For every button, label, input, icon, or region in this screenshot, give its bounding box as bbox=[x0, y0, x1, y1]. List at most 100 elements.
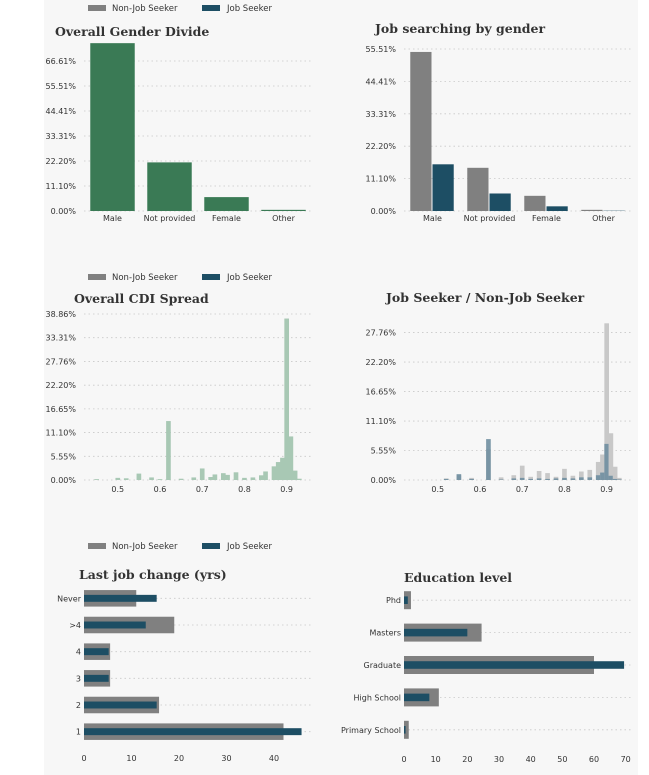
x-tick-label: 70 bbox=[621, 755, 631, 764]
bar-non-job-seeker bbox=[524, 195, 546, 211]
hist-bar-job-seeker bbox=[579, 477, 584, 480]
y-tick-label: 3 bbox=[76, 674, 81, 683]
y-tick-label: 11.10% bbox=[45, 429, 76, 438]
hist-bar-non-job-seeker bbox=[498, 477, 504, 480]
x-tick-label: 0.7 bbox=[196, 485, 209, 494]
y-tick-label: 38.86% bbox=[45, 310, 76, 319]
hist-bar-non-job-seeker bbox=[519, 465, 525, 480]
hist-bar-job-seeker bbox=[553, 478, 559, 480]
hist-bar-non-job-seeker bbox=[545, 473, 550, 480]
hist-bar bbox=[94, 479, 99, 480]
legend-swatch-job-seeker bbox=[202, 5, 220, 11]
hist-bar bbox=[136, 473, 142, 480]
bar-job-seeker bbox=[489, 193, 511, 211]
bar-job-seeker bbox=[84, 648, 109, 656]
y-tick-label: 55.51% bbox=[45, 82, 76, 91]
bar bbox=[147, 162, 192, 211]
hist-bar-non-job-seeker bbox=[536, 470, 542, 480]
hist-bar-non-job-seeker bbox=[528, 476, 533, 480]
hist-bar-non-job-seeker bbox=[579, 471, 584, 480]
y-tick-label: 22.20% bbox=[365, 142, 396, 151]
hist-bar-non-job-seeker bbox=[604, 323, 609, 480]
bar-job-seeker bbox=[404, 693, 430, 702]
hist-bar bbox=[166, 421, 171, 480]
hist-bar bbox=[263, 471, 268, 480]
bar-non-job-seeker bbox=[581, 209, 603, 211]
y-tick-label: 22.20% bbox=[45, 157, 76, 166]
hist-bar bbox=[208, 477, 213, 480]
bar-non-job-seeker bbox=[410, 51, 432, 212]
hist-bar bbox=[297, 478, 302, 480]
x-tick-label: Male bbox=[423, 214, 442, 223]
panel-background bbox=[44, 0, 638, 775]
chart-title: Job searching by gender bbox=[374, 21, 545, 36]
hist-bar-non-job-seeker bbox=[469, 477, 474, 480]
y-tick-label: 5.55% bbox=[51, 452, 77, 461]
hist-bar bbox=[275, 462, 281, 480]
hist-bar-job-seeker bbox=[595, 475, 601, 480]
x-tick-label: 60 bbox=[589, 755, 599, 764]
bar-job-seeker bbox=[84, 594, 157, 602]
x-tick-label: 0.6 bbox=[154, 485, 167, 494]
bar-job-seeker bbox=[84, 701, 157, 709]
y-tick-label: 0.00% bbox=[51, 207, 77, 216]
hist-bar bbox=[250, 477, 256, 480]
x-tick-label: Other bbox=[592, 214, 615, 223]
hist-bar-job-seeker bbox=[456, 474, 462, 480]
hist-bar bbox=[225, 474, 230, 480]
x-tick-label: Not provided bbox=[144, 214, 196, 223]
hist-bar-non-job-seeker bbox=[608, 433, 614, 480]
chart-title: Overall CDI Spread bbox=[74, 291, 209, 306]
bar-job-seeker bbox=[432, 164, 454, 211]
hist-bar bbox=[149, 477, 154, 480]
x-tick-label: 10 bbox=[431, 755, 441, 764]
x-tick-label: 30 bbox=[494, 755, 504, 764]
y-tick-label: 2 bbox=[76, 701, 81, 710]
hist-bar bbox=[284, 318, 289, 480]
y-tick-label: Primary School bbox=[341, 726, 401, 735]
bar-job-seeker bbox=[84, 674, 109, 682]
x-tick-label: Other bbox=[272, 214, 295, 223]
legend-swatch-job-seeker bbox=[202, 274, 220, 280]
hist-bar bbox=[178, 478, 184, 480]
legend-swatch-job-seeker bbox=[202, 543, 220, 549]
legend-label-non-job-seeker: Non-Job Seeker bbox=[112, 273, 178, 283]
hist-bar-non-job-seeker bbox=[562, 468, 567, 480]
legend-label-non-job-seeker: Non-Job Seeker bbox=[112, 4, 178, 14]
x-tick-label: 0.9 bbox=[280, 485, 293, 494]
x-tick-label: 20 bbox=[462, 755, 472, 764]
hist-bar-job-seeker bbox=[570, 478, 576, 480]
hist-bar-job-seeker bbox=[612, 478, 618, 480]
x-tick-label: 0.8 bbox=[558, 485, 571, 494]
hist-bar bbox=[199, 468, 205, 480]
x-tick-label: 0 bbox=[81, 754, 86, 763]
legend-label-non-job-seeker: Non-Job Seeker bbox=[112, 542, 178, 552]
x-tick-label: 0.6 bbox=[474, 485, 487, 494]
hist-bar bbox=[191, 477, 197, 480]
y-tick-label: 22.20% bbox=[45, 381, 76, 390]
hist-bar bbox=[271, 466, 277, 480]
y-tick-label: 33.31% bbox=[45, 132, 76, 141]
x-tick-label: Female bbox=[532, 214, 561, 223]
hist-bar bbox=[292, 470, 298, 480]
hist-bar bbox=[157, 479, 163, 480]
y-tick-label: 0.00% bbox=[371, 476, 397, 485]
hist-bar-non-job-seeker bbox=[595, 461, 601, 480]
y-tick-label: Graduate bbox=[364, 661, 402, 670]
hist-bar bbox=[212, 474, 218, 480]
hist-bar bbox=[233, 472, 239, 480]
y-tick-label: 0.00% bbox=[51, 476, 77, 485]
chart-title: Overall Gender Divide bbox=[55, 24, 209, 39]
x-tick-label: 50 bbox=[557, 755, 567, 764]
bar-job-seeker bbox=[546, 206, 568, 211]
chart-title: Job Seeker / Non-Job Seeker bbox=[385, 290, 585, 305]
legend-label-job-seeker: Job Seeker bbox=[226, 273, 273, 283]
y-tick-label: 22.20% bbox=[365, 358, 396, 367]
y-tick-label: Masters bbox=[370, 629, 402, 638]
x-tick-label: Male bbox=[103, 214, 122, 223]
y-tick-label: Phd bbox=[386, 596, 401, 605]
legend-swatch-non-job-seeker bbox=[88, 274, 106, 280]
bar-job-seeker bbox=[84, 621, 146, 629]
hist-bar-non-job-seeker bbox=[612, 466, 618, 480]
